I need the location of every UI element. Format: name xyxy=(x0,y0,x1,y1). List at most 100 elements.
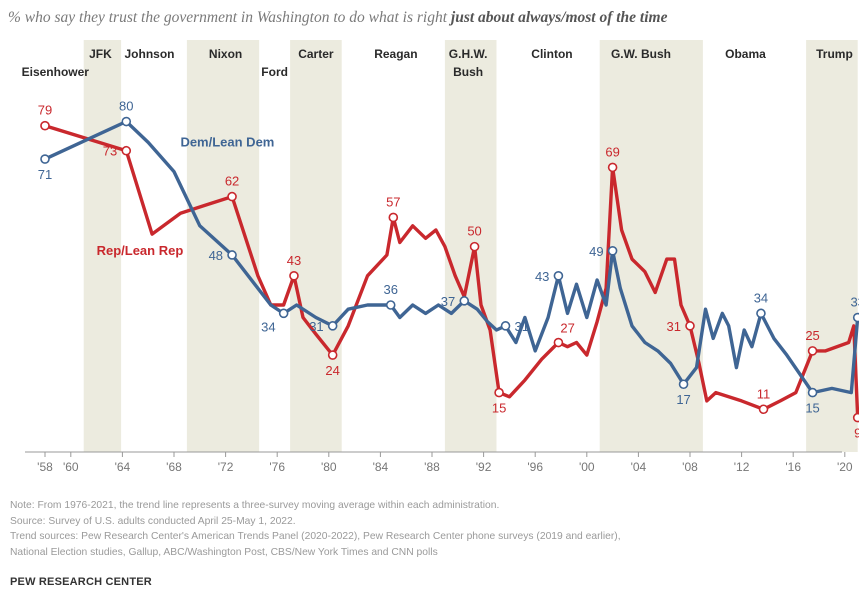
data-label: 33 xyxy=(850,295,859,310)
data-point-marker xyxy=(756,308,766,319)
data-label: 11 xyxy=(757,386,771,401)
series-name-labels: Dem/Lean Dem Rep/Lean Rep xyxy=(97,135,275,258)
note-line: Note: From 1976-2021, the trend line rep… xyxy=(10,500,500,511)
x-tick-label: '88 xyxy=(424,460,440,474)
data-label: 80 xyxy=(119,99,133,114)
data-point-marker xyxy=(278,308,289,319)
data-label: 17 xyxy=(676,392,690,407)
band-trump xyxy=(806,40,858,452)
data-point-marker xyxy=(385,300,396,310)
title-prefix: % who say they trust the government in W… xyxy=(8,9,451,26)
president-label-clinton: Clinton xyxy=(531,47,572,61)
data-point-marker xyxy=(388,212,399,223)
x-tick-label: '80 xyxy=(321,460,337,474)
chart-title: % who say they trust the government in W… xyxy=(8,9,853,27)
x-tick-label: '60 xyxy=(63,460,79,474)
data-point-marker xyxy=(553,337,564,348)
title-emphasis: just about always/most of the time xyxy=(450,9,668,26)
president-label-g-h-w-: G.H.W. xyxy=(449,47,488,61)
data-point-marker xyxy=(852,312,859,323)
data-point-marker xyxy=(758,404,769,415)
data-label: 34 xyxy=(261,319,275,334)
x-tick-label: '04 xyxy=(631,460,647,474)
trend-sources-line-2: National Election studies, Gallup, ABC/W… xyxy=(10,546,438,558)
data-point-marker xyxy=(607,246,618,256)
data-label: 50 xyxy=(467,224,481,239)
data-point-marker xyxy=(40,120,50,131)
data-point-marker xyxy=(227,191,237,202)
data-point-marker xyxy=(553,271,564,281)
series-line-rep xyxy=(43,124,859,420)
data-label: 62 xyxy=(225,174,239,189)
data-label: 31 xyxy=(515,319,529,334)
data-label: 69 xyxy=(605,144,619,159)
x-tick-label: '58 xyxy=(37,460,53,474)
x-tick-label: '96 xyxy=(527,460,543,474)
chart-notes: Note: From 1976-2021, the trend line rep… xyxy=(10,498,621,560)
trend-sources-line: Trend sources: Pew Research Center's Ame… xyxy=(10,531,621,543)
data-label: 34 xyxy=(754,290,768,305)
data-label: 25 xyxy=(805,328,819,343)
president-label-jfk: JFK xyxy=(89,47,112,61)
x-tick-label: '84 xyxy=(373,460,389,474)
data-point-marker xyxy=(289,271,299,281)
data-label: 71 xyxy=(38,167,52,182)
data-label: 37 xyxy=(441,294,455,309)
x-tick-label: '20 xyxy=(837,460,853,474)
president-label-reagan: Reagan xyxy=(374,47,417,61)
president-label-g-w-bush: G.W. Bush xyxy=(611,47,671,61)
data-label: 27 xyxy=(560,321,574,336)
data-label: 9 xyxy=(854,426,859,441)
band-carter xyxy=(290,40,342,452)
data-label: 79 xyxy=(38,103,52,118)
president-label-bush: Bush xyxy=(453,65,483,79)
data-label: 57 xyxy=(386,194,400,209)
data-point-marker xyxy=(807,346,818,356)
x-tick-label: '16 xyxy=(785,460,801,474)
data-label: 48 xyxy=(209,248,223,263)
data-label: 43 xyxy=(535,269,549,284)
president-label-carter: Carter xyxy=(298,47,334,61)
data-point-marker xyxy=(494,387,504,398)
source-organization: PEW RESEARCH CENTER xyxy=(10,576,152,588)
data-point-marker xyxy=(678,379,689,390)
president-label-trump: Trump xyxy=(816,47,853,61)
x-tick-label: '08 xyxy=(682,460,698,474)
band-g-w-bush xyxy=(599,40,703,452)
data-label: 15 xyxy=(492,401,506,416)
data-point-marker xyxy=(607,162,618,173)
data-point-marker xyxy=(807,387,818,398)
data-point-marker xyxy=(459,296,470,306)
x-axis-ticks: '58 '60 '64 '68 '72 '76 '80 '84 '88 '92 '96 '00 '04 '… xyxy=(37,452,853,474)
x-tick-label: '72 xyxy=(218,460,234,474)
data-label: 36 xyxy=(383,282,397,297)
data-markers: 7180483431363731434917341533297973624324… xyxy=(38,99,859,441)
data-label: 43 xyxy=(287,253,301,268)
x-tick-label: '64 xyxy=(115,460,131,474)
series-name-rep: Rep/Lean Rep xyxy=(97,243,184,258)
series-lines xyxy=(43,119,859,420)
series-line-dem xyxy=(43,119,859,395)
data-label: 31 xyxy=(667,319,681,334)
president-labels: Eisenhower JFK Johnson Nixon Ford Carter Reaga… xyxy=(22,47,853,79)
data-label: 73 xyxy=(103,144,117,159)
data-point-marker xyxy=(227,250,237,260)
x-tick-label: '00 xyxy=(579,460,595,474)
president-label-johnson: Johnson xyxy=(124,47,174,61)
data-point-marker xyxy=(469,241,480,252)
data-point-marker xyxy=(500,321,511,331)
x-tick-label: '12 xyxy=(734,460,750,474)
data-label: 31 xyxy=(309,319,323,334)
data-point-marker xyxy=(685,321,695,331)
x-tick-label: '76 xyxy=(269,460,285,474)
data-point-marker xyxy=(327,350,338,360)
data-point-marker xyxy=(121,145,132,156)
data-point-marker xyxy=(40,154,50,164)
source-line: Source: Survey of U.S. adults conducted … xyxy=(10,515,296,527)
president-label-ford: Ford xyxy=(261,65,288,79)
data-label: 15 xyxy=(805,401,819,416)
data-point-marker xyxy=(121,116,132,127)
x-tick-label: '68 xyxy=(166,460,182,474)
x-tick-label: '92 xyxy=(476,460,492,474)
